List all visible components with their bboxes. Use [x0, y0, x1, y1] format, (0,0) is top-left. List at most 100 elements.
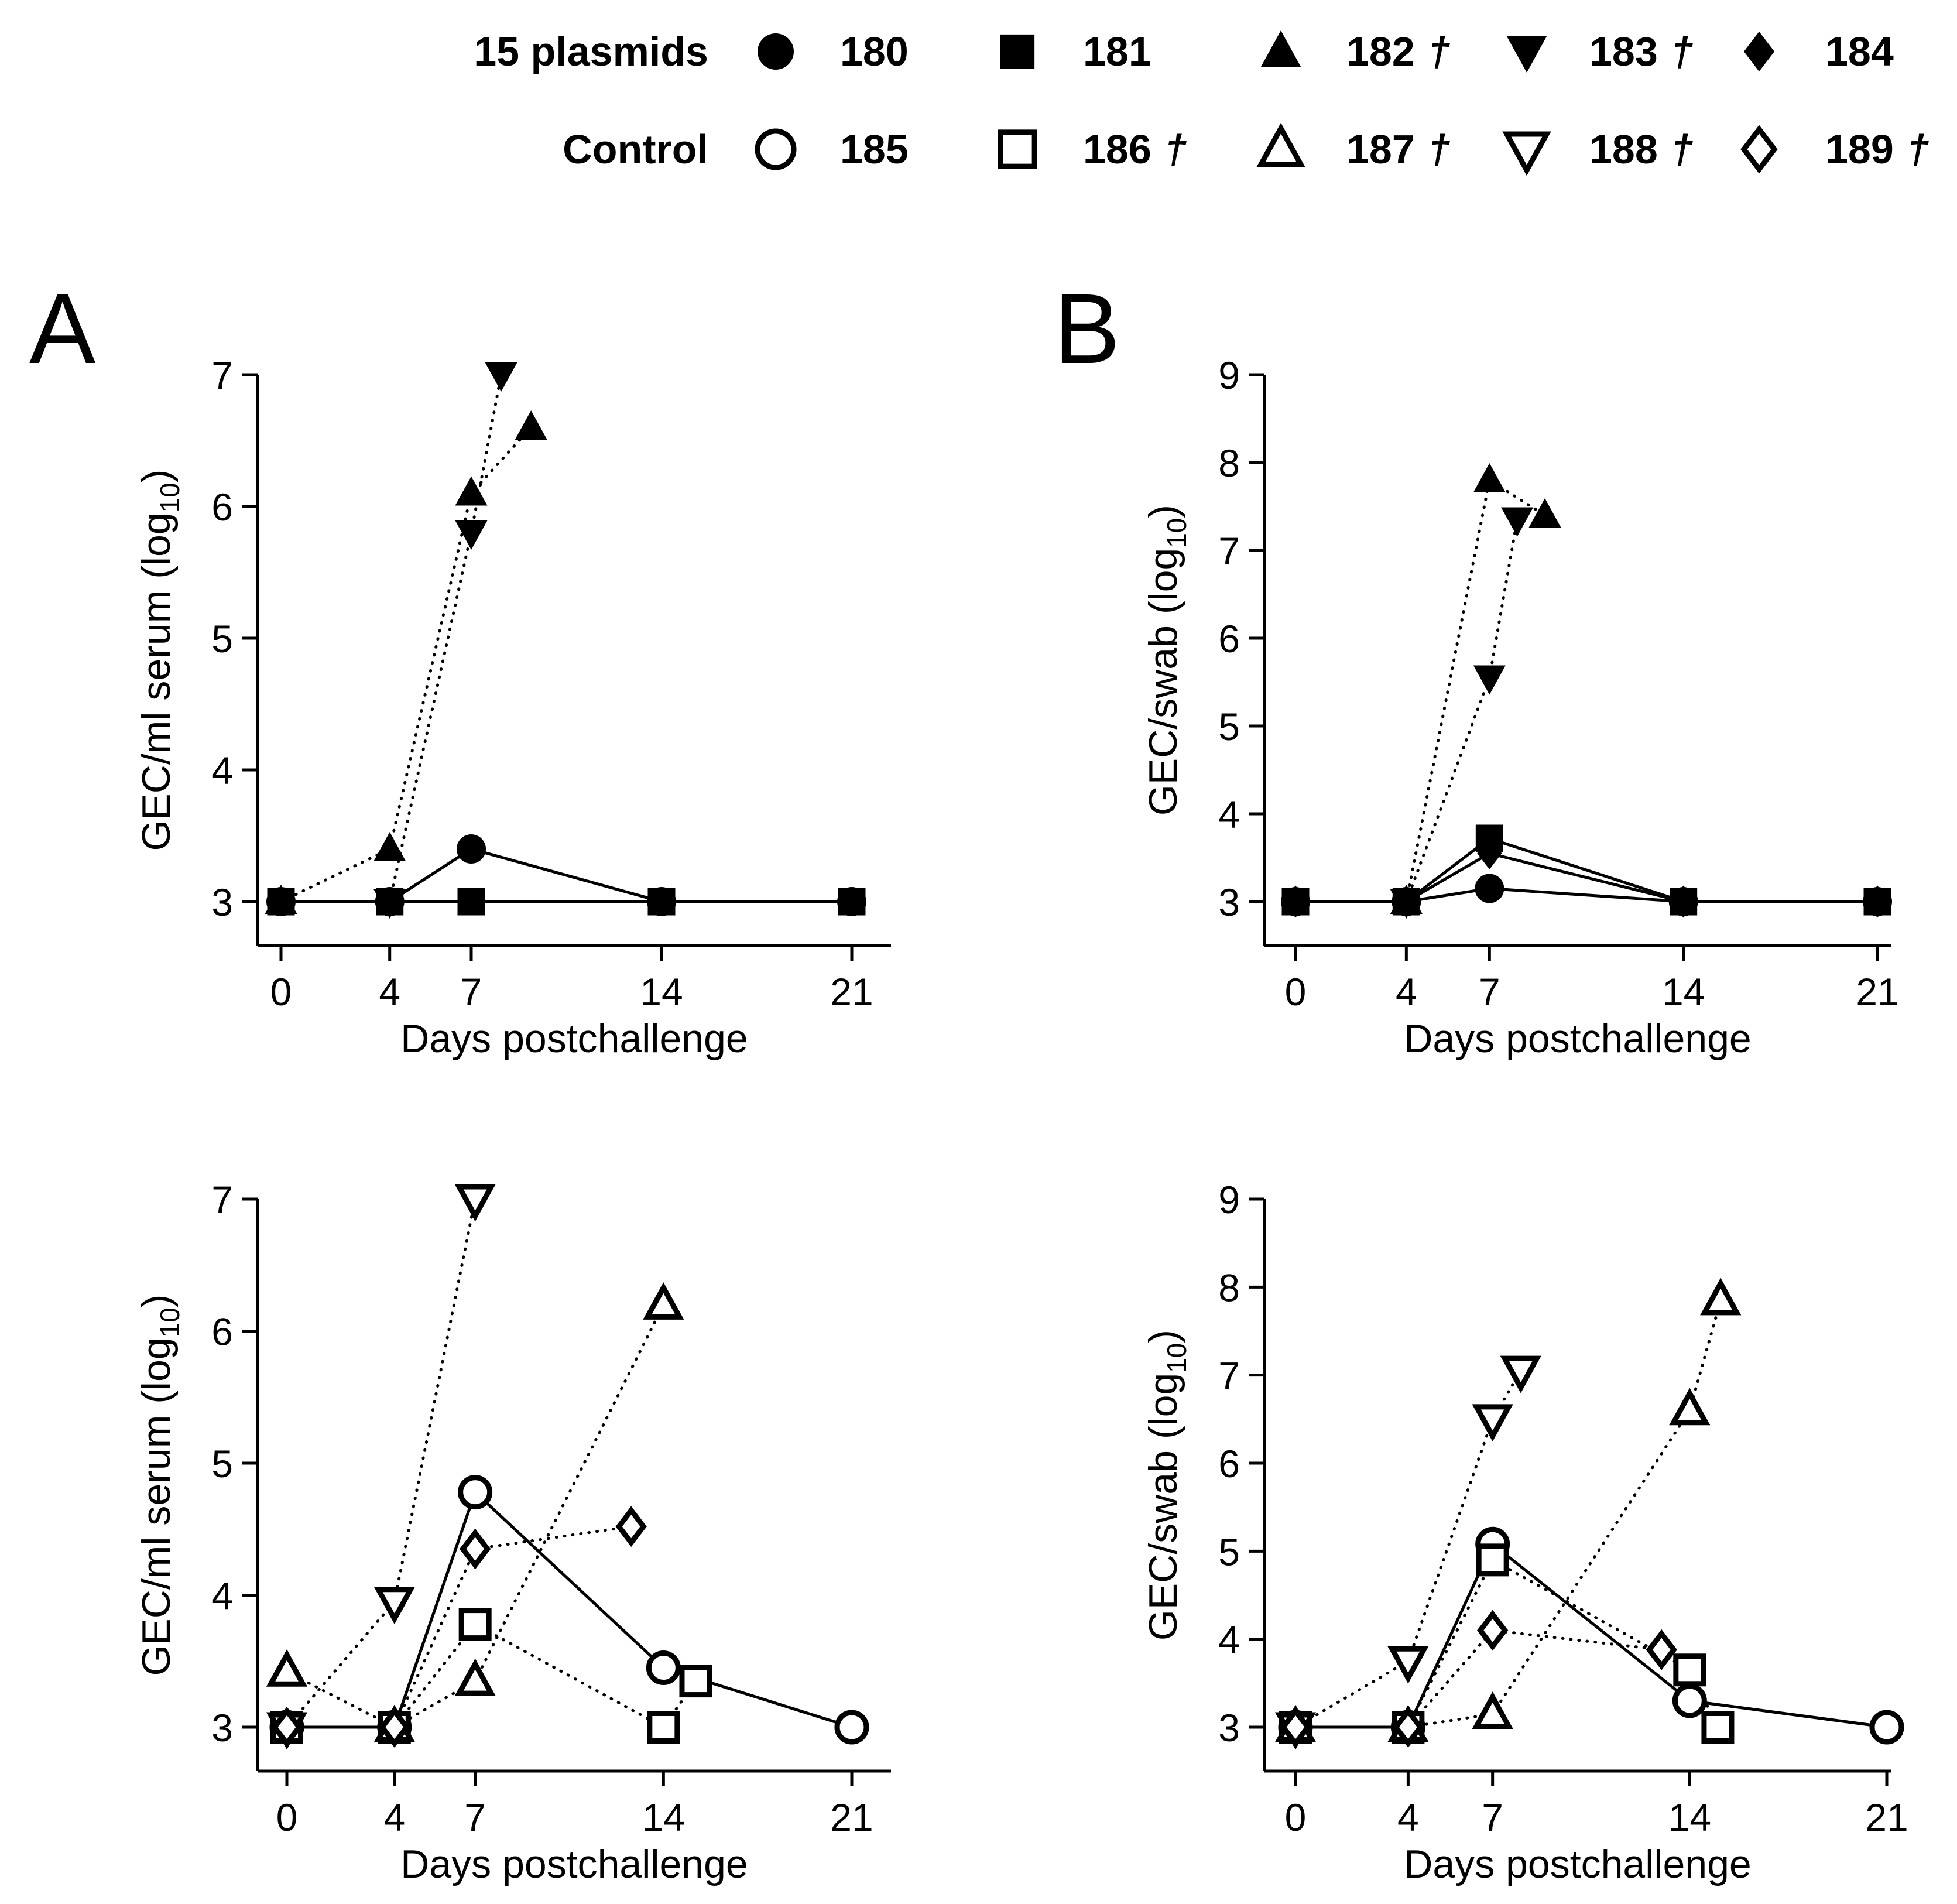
data-point-181 [647, 888, 676, 916]
legend-marker-180 [758, 33, 794, 70]
data-point-185 [834, 1710, 869, 1745]
data-point-181 [457, 888, 485, 916]
legend-marker-182 [1260, 30, 1301, 67]
y-tick-label: 6 [1218, 617, 1240, 660]
series-line-182 [279, 426, 533, 903]
legend-label-185: 185 [840, 126, 909, 172]
x-tick-label: 0 [270, 970, 292, 1013]
data-point-181 [1281, 888, 1310, 916]
x-tick-label: 4 [1397, 1796, 1419, 1839]
y-tick-label: 4 [211, 749, 233, 792]
legend-marker-189 [1740, 125, 1778, 174]
data-point-189 [1392, 1707, 1424, 1748]
y-tick-label: 7 [1218, 1354, 1240, 1398]
y-tick-label: 6 [211, 485, 233, 529]
legend-marker-181 [1000, 34, 1035, 69]
data-point-189 [1280, 1707, 1311, 1748]
legend-label-187: 187 † [1346, 126, 1451, 172]
y-axis-title: GEC/ml serum (log10) [134, 1295, 185, 1676]
series-line-188 [1294, 1369, 1523, 1729]
series-line-180 [281, 847, 852, 903]
legend-marker-185 [755, 128, 797, 170]
x-tick-label: 7 [461, 970, 482, 1013]
legend-label-180: 180 [840, 29, 909, 74]
x-tick-label: 4 [1396, 970, 1417, 1013]
data-point-187 [454, 1658, 496, 1696]
x-tick-label: 14 [1662, 970, 1705, 1013]
data-point-181 [1475, 824, 1503, 852]
data-point-181 [1670, 888, 1698, 916]
panel-label-a: A [29, 273, 96, 385]
data-point-186 [647, 1711, 680, 1744]
x-tick-label: 0 [1285, 1796, 1307, 1839]
data-point-183 [455, 520, 488, 550]
data-point-187 [266, 1649, 308, 1687]
y-tick-label: 7 [1218, 529, 1240, 573]
data-point-187 [1472, 1691, 1513, 1729]
panel-label-b: B [1054, 273, 1120, 385]
data-point-182 [515, 410, 547, 440]
y-tick-label: 8 [1218, 441, 1240, 485]
data-point-183 [485, 362, 517, 392]
x-tick-label: 14 [642, 1796, 685, 1839]
x-tick-label: 7 [464, 1796, 486, 1839]
x-tick-label: 14 [1668, 1796, 1711, 1839]
data-point-181 [838, 888, 866, 916]
legend-label-181: 181 [1083, 29, 1151, 74]
x-axis-title: Days postchallenge [400, 1842, 748, 1886]
x-tick-label: 0 [276, 1796, 298, 1839]
series-line-188 [285, 1197, 477, 1729]
data-point-186 [458, 1608, 492, 1641]
data-point-187 [643, 1282, 684, 1320]
series-line-182 [1404, 477, 1547, 903]
y-tick-label: 6 [1218, 1442, 1240, 1485]
y-tick-label: 6 [211, 1310, 233, 1354]
y-tick-label: 3 [211, 881, 233, 924]
data-point-188 [454, 1184, 496, 1222]
data-point-183 [1501, 507, 1534, 537]
data-point-189 [1477, 1610, 1509, 1651]
data-point-189 [271, 1707, 303, 1748]
data-point-188 [1387, 1646, 1429, 1684]
series-line-180 [1295, 886, 1877, 903]
series-line-185 [1295, 1542, 1887, 1729]
data-point-180 [457, 834, 486, 864]
data-point-180 [1475, 874, 1504, 903]
chart-b-bottom: 3 4 5 6 7 8 9 0 4 7 14 21 Days postchallenge GEC/swab… [1141, 1178, 1908, 1886]
legend-label-188: 188 † [1589, 126, 1694, 172]
legend-label-183: 183 † [1589, 29, 1694, 74]
data-point-186 [1701, 1711, 1735, 1744]
data-point-185 [1869, 1710, 1904, 1745]
chart-a-bottom: 3 4 5 6 7 0 4 7 14 21 Days postchallenge GEC/ml ser… [134, 1178, 891, 1886]
data-point-188 [1500, 1355, 1541, 1393]
data-point-183 [373, 889, 406, 919]
y-tick-label: 4 [1218, 1618, 1240, 1662]
data-point-189 [460, 1528, 491, 1570]
x-tick-label: 4 [383, 1796, 405, 1839]
y-tick-label: 5 [211, 617, 233, 660]
legend-group-label: Control [563, 126, 708, 172]
series-line-181 [1295, 837, 1877, 903]
data-point-186 [1673, 1653, 1706, 1687]
legend-label-186: 186 † [1083, 126, 1187, 172]
data-point-182 [1473, 463, 1506, 492]
x-tick-label: 7 [1479, 970, 1500, 1013]
y-tick-label: 3 [1218, 881, 1240, 924]
x-axis-title: Days postchallenge [400, 1016, 748, 1061]
y-axis-title: GEC/swab (log10) [1141, 505, 1192, 816]
legend-marker-184 [1743, 31, 1775, 72]
legend-label-189: 189 † [1825, 126, 1929, 172]
data-point-188 [373, 1587, 415, 1625]
y-axis-title: GEC/swab (log10) [1141, 1330, 1192, 1641]
x-tick-label: 21 [830, 1796, 873, 1839]
data-point-183 [1390, 889, 1423, 919]
data-point-186 [679, 1665, 712, 1698]
data-point-182 [373, 832, 406, 861]
data-point-183 [1473, 665, 1506, 695]
y-tick-label: 3 [211, 1706, 233, 1749]
series-line-189 [1294, 1629, 1663, 1729]
y-tick-label: 8 [1218, 1266, 1240, 1309]
y-tick-label: 5 [211, 1442, 233, 1485]
y-axis-title: GEC/ml serum (log10) [134, 470, 185, 851]
